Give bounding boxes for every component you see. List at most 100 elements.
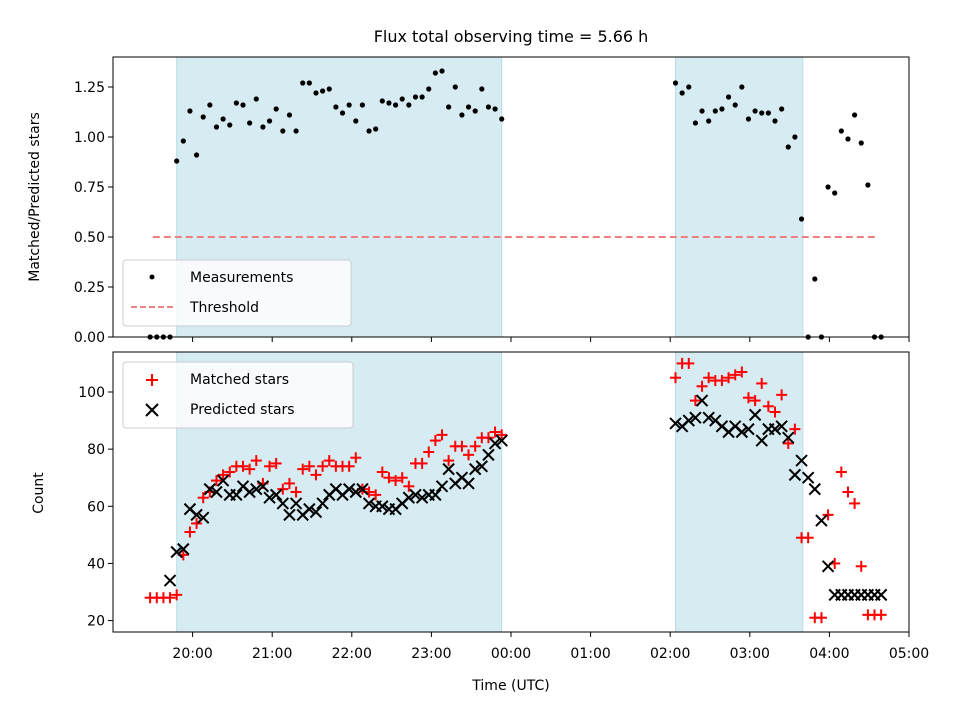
predicted-star-stroke [283,508,296,522]
measurement-point [459,112,465,118]
measurement-point [366,128,372,134]
measurement-point [399,96,405,102]
measurement-point [174,158,180,164]
predicted-star-stroke [768,422,782,436]
predicted-star-stroke [429,488,442,502]
top-legend-box [122,259,352,327]
matched-star-point [482,432,494,444]
predicted-star-stroke [163,574,177,587]
matched-star-point [849,497,861,509]
predicted-star-stroke [748,408,762,422]
predicted-star-point [342,482,356,496]
predicted-star-stroke [362,497,376,510]
measurement-point [785,144,791,150]
matched-star-point [217,469,229,481]
predicted-star-stroke [709,414,722,427]
predicted-star-point [821,560,835,573]
predicted-star-stroke [170,545,183,559]
bottom-panel: 20 40 60 80 100 20:00 21:00 22:00 23:00 00:00 01:… [31,351,929,694]
predicted-star-stroke [415,491,429,504]
measurement-point [465,104,472,110]
measurement-point [313,90,319,96]
y-tick-label: 1.25 [74,80,105,96]
measurement-point [672,80,679,86]
matched-star-point [842,486,854,498]
predicted-star-stroke [276,497,290,510]
matched-star-point [290,486,302,498]
measurement-point [725,94,732,100]
matched-star-point [297,463,309,475]
predicted-star-point [415,491,429,504]
measurement-point [426,86,432,92]
legend-measurements-marker [149,274,155,280]
predicted-star-point [488,437,502,450]
matched-star-point [756,377,768,389]
matched-star-point [383,472,395,484]
predicted-star-stroke [402,491,416,504]
predicted-star-stroke [197,511,210,524]
matched-star-point [390,475,402,487]
measurement-point [492,106,498,112]
predicted-star-stroke [435,480,449,493]
x-axis-label: Time (UTC) [471,678,549,694]
x-tick-label: 04:00 [809,646,849,662]
measurement-point [293,128,299,134]
top-legend: Measurements Threshold [122,259,352,327]
measurement-point [247,120,253,126]
x-tick-label: 01:00 [570,646,610,662]
matched-star-point [723,372,735,384]
matched-star-point [350,452,362,464]
measurement-point [339,110,346,116]
measurement-point [679,90,685,96]
predicted-star-point [689,411,702,424]
measurement-point [333,104,339,110]
x-tick-label: 02:00 [650,646,690,662]
predicted-star-point [874,588,888,602]
predicted-star-stroke [349,485,362,499]
matched-star-point [736,366,748,378]
y-tick-label: 60 [87,499,105,515]
measurement-point [832,190,838,196]
predicted-star-stroke [177,542,190,556]
predicted-star-stroke [210,485,223,499]
matched-star-point [875,609,887,621]
measurement-point [485,104,492,110]
predicted-star-point [462,477,475,490]
measurement-point [439,68,445,74]
x-tick-label: 20:00 [172,646,212,662]
matched-star-point [463,449,475,461]
predicted-star-stroke [468,462,482,476]
predicted-star-stroke [742,422,755,436]
predicted-star-point [788,468,802,482]
measurement-point [845,136,851,142]
predicted-star-point [269,488,283,502]
matched-star-point [171,589,183,601]
y-tick-label: 0.00 [74,330,105,346]
predicted-star-stroke [203,482,217,496]
matched-star-point [237,460,249,472]
matched-star-point [184,526,196,538]
matched-star-point [855,560,867,572]
predicted-star-point [768,422,782,436]
measurement-point [320,88,326,94]
x-tick-label: 05:00 [889,646,929,662]
measurement-point [719,106,725,112]
measurement-point [326,86,332,92]
matched-star-point [683,357,695,369]
measurement-point [253,96,259,102]
predicted-star-point [815,514,828,527]
predicted-star-point [801,471,815,484]
predicted-star-stroke [250,482,263,496]
predicted-star-stroke [475,460,489,473]
predicted-star-stroke [695,394,709,407]
predicted-star-point [495,434,508,447]
predicted-star-point [163,574,177,587]
predicted-star-point [376,500,389,513]
measurement-point [452,84,458,90]
measurement-point [187,108,193,114]
predicted-star-point [755,434,768,447]
predicted-star-point [735,425,749,439]
measurement-point [712,108,718,114]
measurement-point [207,102,213,108]
measurement-point [227,122,233,128]
